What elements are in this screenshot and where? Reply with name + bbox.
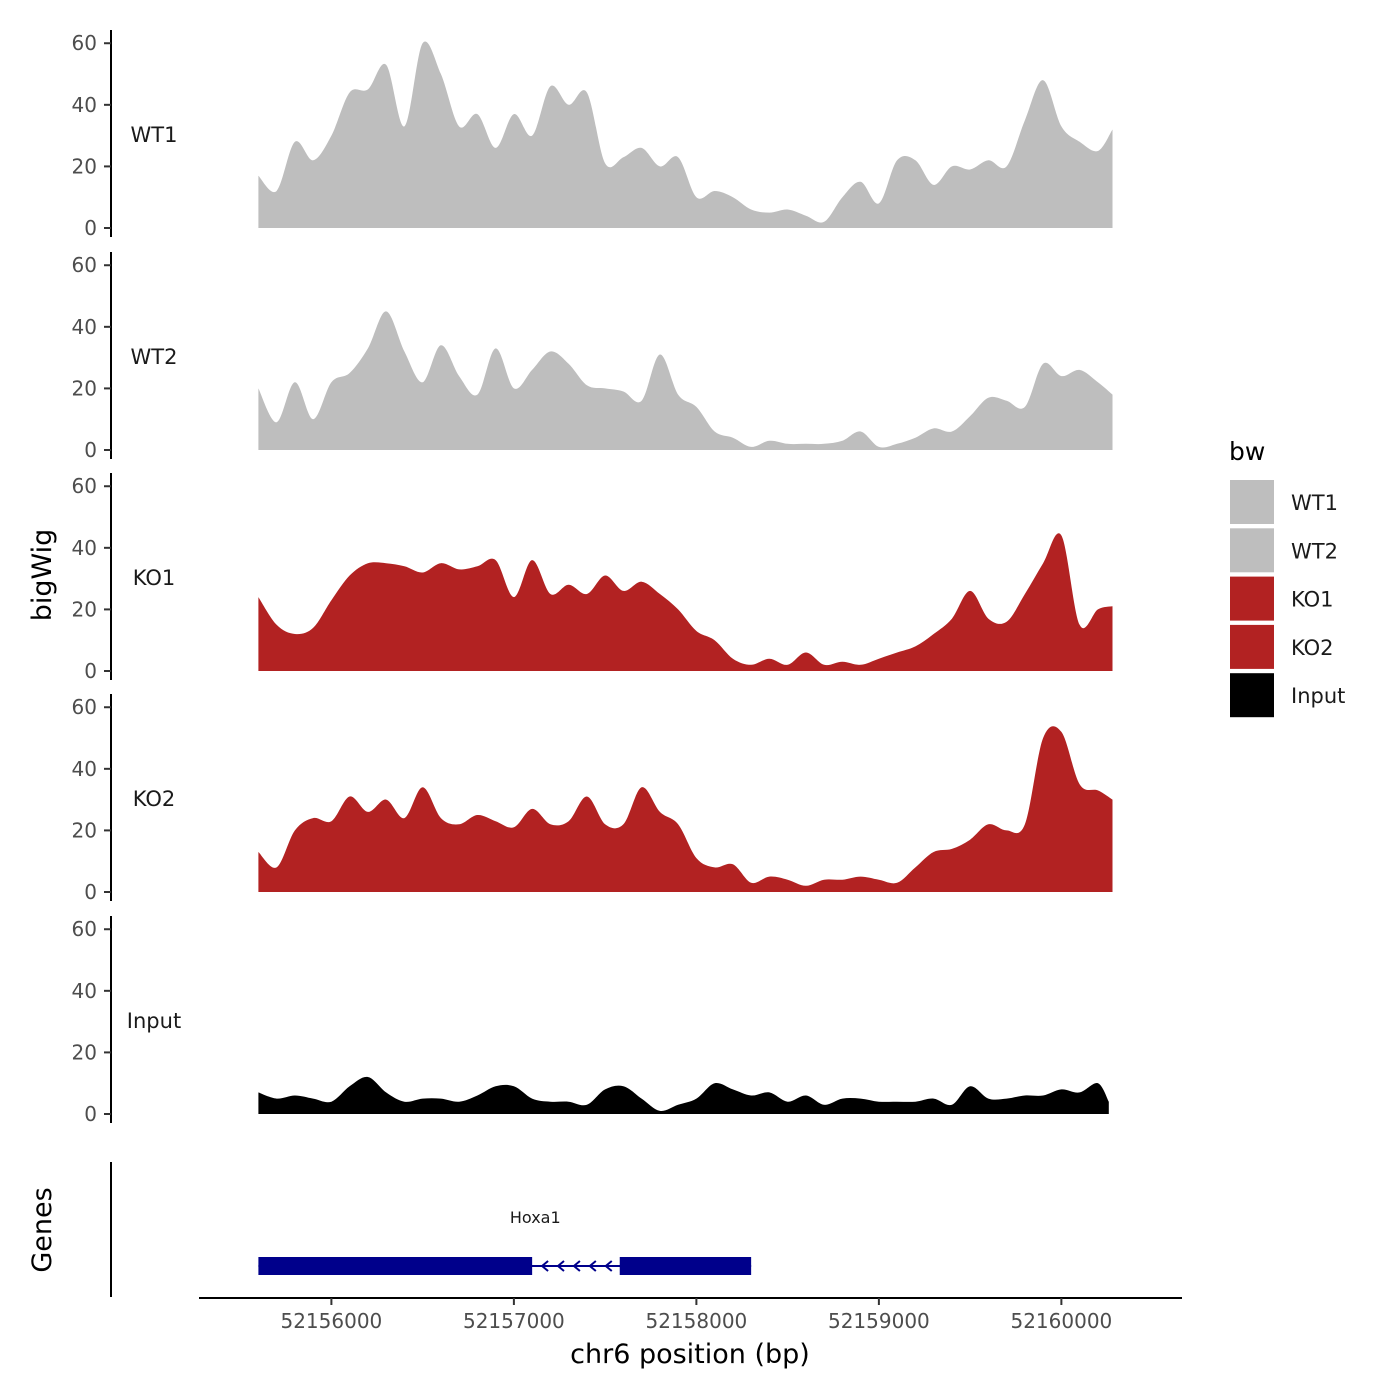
x-axis: 52156000 52157000 52158000 52159000 52160000…: [199, 1297, 1182, 1370]
x-tick-label: 52156000: [280, 1309, 382, 1333]
x-tick-label: 52157000: [463, 1309, 565, 1333]
legend-swatch: [1230, 576, 1274, 621]
x-tick-label: 52158000: [645, 1309, 747, 1333]
track-area-ko1: [258, 533, 1113, 671]
legend-label: Input: [1291, 684, 1345, 708]
strand-arrow: [572, 1260, 581, 1272]
gene-panel: Genes Hoxa1: [27, 1162, 752, 1297]
y-tick-label: 60: [72, 695, 97, 719]
y-tick-label: 20: [72, 1040, 97, 1064]
x-tick-label: 52160000: [1010, 1309, 1112, 1333]
legend-item-input: Input: [1230, 673, 1345, 718]
y-axis-title: bigWig: [27, 529, 58, 622]
track-panels: 0 20 40 60 WT1 0 20 40 60 WT2 0 20 40 60 KO1 0 20 40 60 KO2…: [72, 30, 1113, 1126]
y-tick-label: 40: [72, 315, 97, 339]
legend-title: bw: [1229, 437, 1265, 466]
y-tick-label: 60: [72, 917, 97, 941]
y-tick-label: 40: [72, 93, 97, 117]
y-tick-label: 40: [72, 757, 97, 781]
track-panel-wt2: 0 20 40 60 WT2: [72, 252, 1113, 462]
track-area-wt1: [258, 41, 1113, 229]
x-axis-ticks: 52156000 52157000 52158000 52159000 52160000: [280, 1298, 1112, 1333]
track-area-input: [258, 1076, 1109, 1114]
legend-item-ko2: KO2: [1230, 624, 1334, 669]
track-panel-input: 0 20 40 60 Input: [72, 916, 1109, 1126]
legend-swatch: [1230, 624, 1274, 669]
y-tick-label: 20: [72, 597, 97, 621]
legend-items: WT1 WT2 KO1 KO2 Input: [1230, 480, 1345, 718]
track-area-ko2: [258, 726, 1113, 892]
legend-item-ko1: KO1: [1230, 576, 1334, 621]
track-label: KO2: [133, 787, 176, 811]
gene-models: Hoxa1: [258, 1208, 752, 1275]
y-tick-label: 0: [84, 659, 97, 683]
y-tick-label: 20: [72, 818, 97, 842]
gene-hoxa1: Hoxa1: [258, 1208, 752, 1275]
track-panel-wt1: 0 20 40 60 WT1: [72, 30, 1113, 240]
y-tick-label: 60: [72, 474, 97, 498]
track-panel-ko1: 0 20 40 60 KO1: [72, 473, 1113, 683]
strand-arrow: [588, 1260, 597, 1272]
y-tick-label: 0: [84, 216, 97, 240]
y-tick-label: 60: [72, 31, 97, 55]
gene-exon: [619, 1257, 752, 1275]
y-tick-label: 0: [84, 1102, 97, 1126]
track-label: WT2: [131, 345, 178, 369]
legend-swatch: [1230, 528, 1274, 573]
strand-arrow: [540, 1260, 549, 1272]
y-tick-label: 40: [72, 536, 97, 560]
y-tick-label: 20: [72, 376, 97, 400]
x-tick-label: 52159000: [828, 1309, 930, 1333]
gene-exon: [258, 1257, 533, 1275]
gene-label: Hoxa1: [510, 1208, 561, 1227]
y-tick-label: 20: [72, 154, 97, 178]
y-tick-label: 40: [72, 979, 97, 1003]
strand-arrow: [604, 1260, 613, 1272]
track-label: WT1: [131, 123, 178, 147]
x-axis-title: chr6 position (bp): [570, 1339, 810, 1370]
y-tick-label: 60: [72, 253, 97, 277]
y-tick-label: 0: [84, 880, 97, 904]
gene-panel-label: Genes: [27, 1187, 58, 1272]
legend: bw WT1 WT2 KO1 KO2 Input: [1229, 437, 1345, 718]
legend-label: KO2: [1291, 636, 1334, 660]
track-area-wt2: [258, 311, 1113, 450]
legend-item-wt2: WT2: [1230, 528, 1338, 573]
y-tick-label: 0: [84, 438, 97, 462]
strand-arrow: [556, 1260, 565, 1272]
legend-label: KO1: [1291, 588, 1334, 612]
legend-swatch: [1230, 480, 1274, 524]
legend-label: WT2: [1291, 539, 1338, 563]
legend-item-wt1: WT1: [1230, 480, 1338, 524]
track-label: KO1: [133, 566, 176, 590]
legend-swatch: [1230, 673, 1274, 718]
track-label: Input: [127, 1009, 181, 1033]
legend-label: WT1: [1291, 491, 1338, 515]
track-panel-ko2: 0 20 40 60 KO2: [72, 694, 1113, 904]
